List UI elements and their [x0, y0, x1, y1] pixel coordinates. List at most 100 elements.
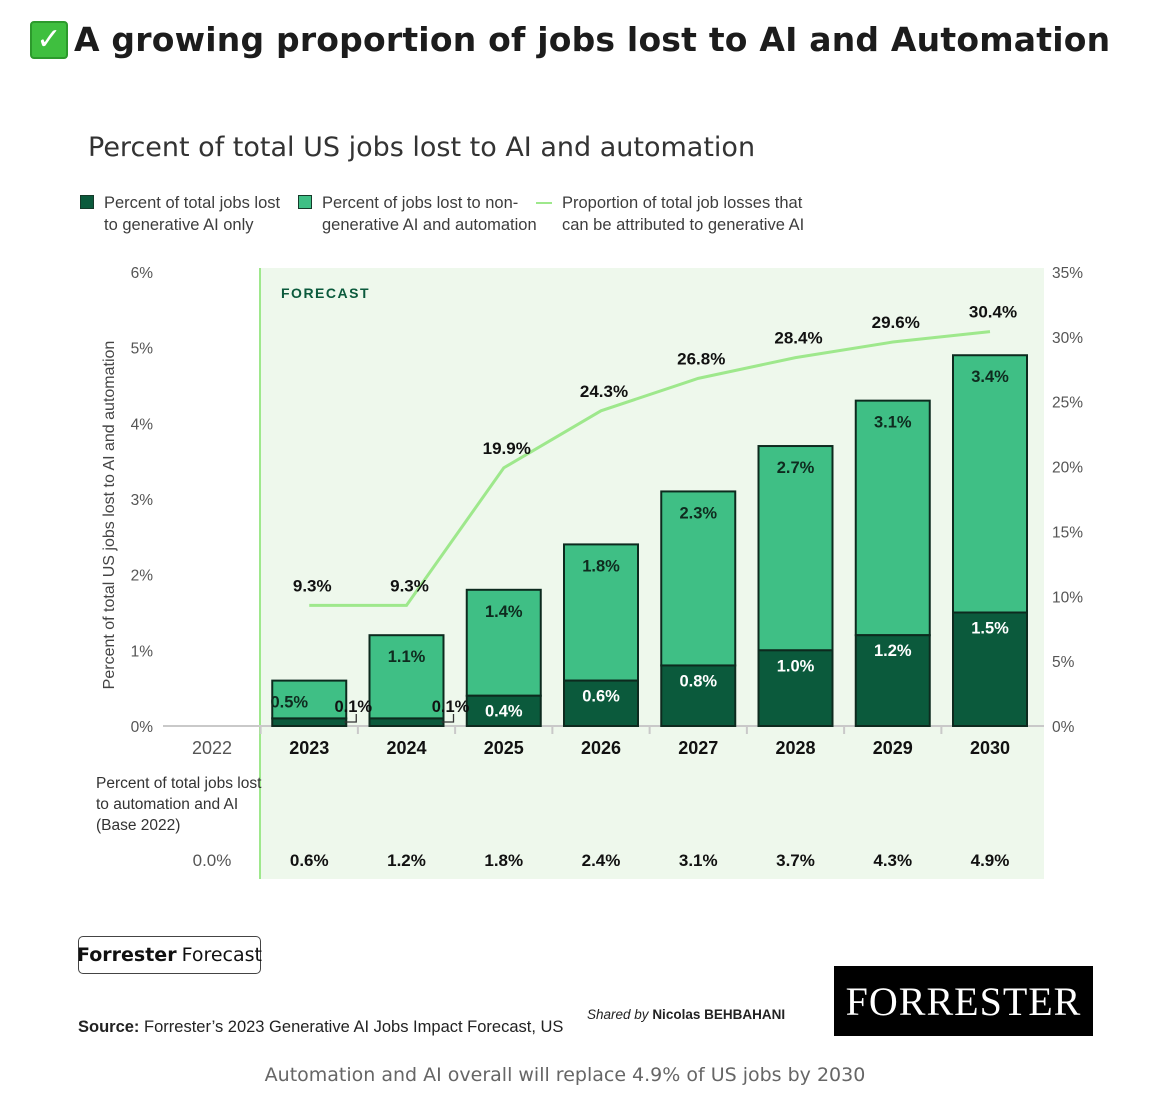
- forecast-button-text: Forecast: [181, 944, 262, 966]
- legend-proportion-line: Proportion of total job losses that can b…: [536, 192, 804, 236]
- forrester-forecast-button[interactable]: Forrester Forecast: [77, 936, 262, 974]
- y2-tick-label: 25%: [1052, 395, 1083, 412]
- legend-swatch-light: [298, 195, 312, 209]
- table-value: 0.6%: [290, 851, 329, 870]
- bar-non-generative: [465, 588, 542, 697]
- y2-tick-label: 5%: [1052, 654, 1075, 671]
- bar-label-generative: 0.4%: [485, 703, 523, 721]
- table-value: 0.0%: [193, 851, 232, 870]
- bar-label-non-generative: 1.8%: [582, 557, 620, 575]
- chart-svg: FORECAST Percent of total US jobs lost t…: [96, 265, 1083, 879]
- shared-by: Shared by Nicolas BEHBAHANI: [587, 1007, 785, 1022]
- line-data-label: 9.3%: [293, 576, 332, 595]
- table-row-label: Percent of total jobs lost: [96, 775, 262, 792]
- line-data-label: 29.6%: [872, 313, 920, 332]
- bar-label-non-generative: 1.1%: [388, 648, 426, 666]
- y-tick-label: 3%: [131, 492, 154, 509]
- y-tick-label: 4%: [131, 416, 154, 433]
- shared-prefix: Shared by: [587, 1007, 649, 1022]
- bar-generative: [368, 717, 445, 728]
- source-text: Forrester’s 2023 Generative AI Jobs Impa…: [144, 1018, 564, 1036]
- y2-tick-label: 0%: [1052, 719, 1075, 736]
- y2-tick-label: 30%: [1052, 330, 1083, 347]
- line-data-label: 26.8%: [677, 349, 725, 368]
- y2-tick-label: 35%: [1052, 265, 1083, 282]
- x-tick-label: 2025: [484, 738, 524, 758]
- bar-non-generative: [368, 634, 445, 720]
- legend-label-line: Proportion of total job losses that can b…: [562, 194, 805, 234]
- bar-label-non-generative: 2.7%: [777, 459, 815, 477]
- x-tick-label: 2028: [775, 738, 815, 758]
- y-tick-label: 2%: [131, 568, 154, 585]
- table-row-label: to automation and AI: [96, 796, 238, 813]
- x-tick-label: 2024: [386, 738, 426, 758]
- bar-generative: [757, 649, 834, 727]
- bar-generative: [660, 664, 737, 728]
- x-tick-label: 2022: [192, 738, 232, 758]
- image-caption: Automation and AI overall will replace 4…: [264, 1064, 866, 1086]
- bar-label-generative: 1.5%: [971, 620, 1009, 638]
- line-data-label: 19.9%: [483, 439, 531, 458]
- y-tick-label: 1%: [131, 643, 154, 660]
- bar-generative: [854, 634, 931, 728]
- x-tick-label: 2027: [678, 738, 718, 758]
- bar-non-generative: [757, 445, 834, 652]
- forecast-button-bold: Forrester: [77, 944, 177, 966]
- legend-non-generative: Percent of jobs lost to non-generative A…: [298, 192, 537, 236]
- forrester-logo: FORRESTER: [834, 966, 1093, 1036]
- legend-label-light: Percent of jobs lost to non-generative A…: [322, 194, 537, 234]
- proportion-line: [309, 330, 991, 607]
- bar-label-non-generative: 0.5%: [270, 694, 308, 712]
- bar-label-generative: 1.2%: [874, 642, 912, 660]
- bar-label-generative: 0.6%: [582, 688, 620, 706]
- line-data-label: 24.3%: [580, 382, 628, 401]
- check-mark-icon: ✓: [30, 20, 68, 59]
- x-tick-label: 2026: [581, 738, 621, 758]
- bar-generative: [563, 679, 639, 727]
- legend-generative-ai: Percent of total jobs lost to generative …: [80, 192, 280, 236]
- legend-swatch-dark: [80, 195, 94, 209]
- y-axis-label: Percent of total US jobs lost to AI and …: [101, 341, 118, 690]
- bar-generative: [271, 717, 348, 728]
- y-tick-label: 6%: [131, 265, 154, 282]
- table-value: 3.1%: [679, 851, 718, 870]
- y2-tick-label: 20%: [1052, 460, 1083, 477]
- line-data-label: 30.4%: [969, 303, 1017, 322]
- legend-line-swatch: [536, 202, 552, 204]
- bar-label-leader: [441, 714, 455, 723]
- post-title: ✓ A growing proportion of jobs lost to A…: [30, 20, 1110, 59]
- shared-name: Nicolas BEHBAHANI: [652, 1007, 786, 1022]
- bar-label-generative: 0.1%: [334, 698, 372, 716]
- table-value: 3.7%: [776, 851, 815, 870]
- source-label: Source:: [78, 1018, 140, 1036]
- line-data-label: 28.4%: [774, 329, 822, 348]
- bar-label-leader: [344, 714, 357, 723]
- table-row-label: (Base 2022): [96, 817, 180, 834]
- table-value: 4.3%: [873, 851, 912, 870]
- bar-label-non-generative: 3.4%: [971, 368, 1009, 386]
- y-tick-label: 0%: [131, 719, 154, 736]
- bar-label-generative: 0.8%: [679, 672, 717, 690]
- bar-label-non-generative: 1.4%: [485, 603, 523, 621]
- bar-label-non-generative: 3.1%: [874, 414, 912, 432]
- bar-non-generative: [854, 399, 931, 637]
- x-tick-label: 2029: [873, 738, 913, 758]
- source-note: Source: Forrester’s 2023 Generative AI J…: [78, 1018, 563, 1037]
- line-data-label: 9.3%: [390, 576, 429, 595]
- legend-label-dark: Percent of total jobs lost to generative …: [104, 194, 281, 234]
- bar-non-generative: [660, 490, 737, 667]
- bar-generative: [952, 611, 1028, 727]
- y2-tick-label: 10%: [1052, 589, 1083, 606]
- y2-tick-label: 15%: [1052, 524, 1083, 541]
- bar-non-generative: [952, 354, 1028, 614]
- table-value: 4.9%: [971, 851, 1010, 870]
- post-title-text: A growing proportion of jobs lost to AI …: [74, 20, 1111, 59]
- bar-label-non-generative: 2.3%: [679, 504, 717, 522]
- y-tick-label: 5%: [131, 341, 154, 358]
- bar-label-generative: 0.1%: [432, 698, 470, 716]
- x-tick-label: 2030: [970, 738, 1010, 758]
- forecast-label: FORECAST: [281, 285, 370, 301]
- table-value: 1.2%: [387, 851, 426, 870]
- bar-label-generative: 1.0%: [777, 657, 815, 675]
- chart-title: Percent of total US jobs lost to AI and …: [88, 132, 756, 163]
